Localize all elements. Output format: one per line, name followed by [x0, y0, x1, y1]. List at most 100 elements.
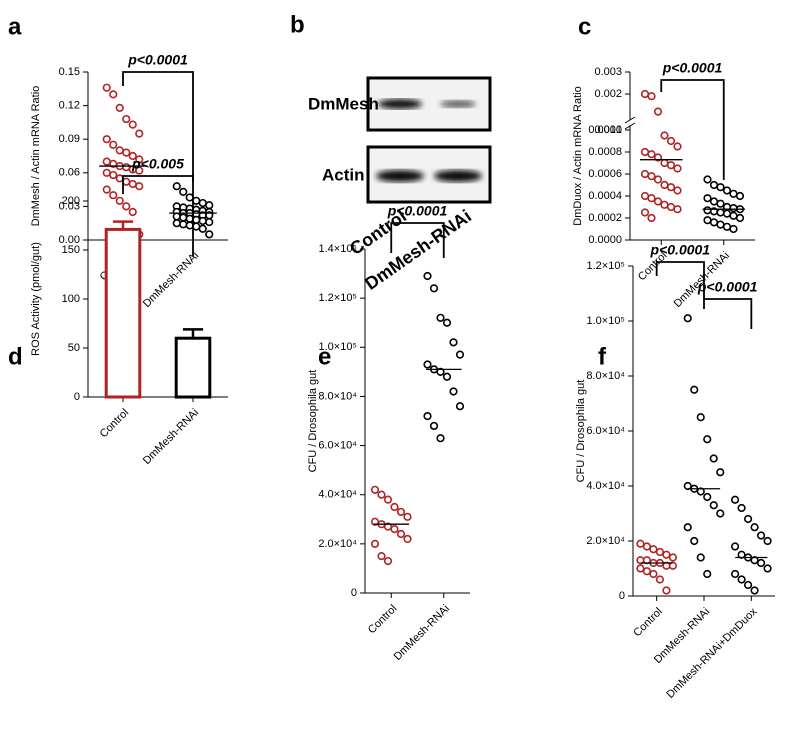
- data-point: [709, 218, 719, 227]
- p-value: p<0.0001: [387, 203, 448, 219]
- data-point: [716, 183, 725, 192]
- data-point: [729, 204, 738, 213]
- y-tick-label: 0.002: [594, 88, 622, 100]
- x-tick-label: DmMesh-RNAi+DmDuox: [664, 605, 759, 700]
- data-point: [649, 569, 658, 579]
- data-point: [703, 216, 712, 225]
- significance-bracket: [655, 261, 705, 299]
- data-point: [730, 542, 740, 551]
- data-point: [763, 564, 772, 573]
- blot-row-label: DmMesh: [308, 94, 379, 113]
- x-tick-label: Control: [366, 603, 400, 637]
- band: [440, 100, 476, 108]
- band: [376, 170, 424, 182]
- data-point: [666, 183, 676, 192]
- bar: [104, 227, 142, 399]
- band: [434, 170, 482, 182]
- data-point: [750, 586, 759, 595]
- data-point: [122, 163, 131, 172]
- y-axis-label: DmDuox / Actin mRNA Ratio: [572, 86, 584, 225]
- x-tick-label: DmMesh-RNAi: [392, 603, 452, 663]
- p-value: p<0.0001: [127, 52, 188, 68]
- data-point: [449, 338, 458, 347]
- data-point: [396, 507, 406, 517]
- blot-row-label: Actin: [322, 165, 365, 184]
- data-point: [423, 411, 432, 421]
- panel-letter: d: [8, 343, 23, 370]
- data-point: [390, 502, 399, 512]
- data-point: [109, 191, 118, 200]
- data-point: [185, 193, 194, 202]
- data-point: [703, 194, 712, 203]
- y-tick-label: 100: [62, 293, 80, 305]
- x-tick-label: DmMesh-RNAi: [141, 250, 201, 310]
- data-point: [179, 187, 188, 196]
- data-point: [192, 196, 201, 205]
- data-point: [442, 372, 452, 381]
- data-point: [722, 186, 732, 195]
- data-point: [696, 553, 705, 562]
- data-point: [750, 523, 759, 532]
- data-point: [640, 169, 650, 179]
- data-point: [185, 214, 194, 223]
- data-point: [122, 202, 131, 211]
- data-point: [655, 547, 665, 557]
- panel-letter: a: [8, 13, 22, 40]
- data-point: [729, 189, 738, 198]
- y-axis-label: CFU / Drosophila gut: [307, 370, 319, 473]
- y-tick-label: 0.15: [59, 66, 80, 78]
- y-tick-label: 1.4×10⁵: [318, 243, 357, 255]
- data-point: [653, 107, 663, 116]
- y-tick-label: 8.0×10⁴: [586, 370, 625, 382]
- data-point: [128, 151, 137, 161]
- panel-letter: e: [318, 343, 331, 370]
- data-point: [722, 222, 732, 231]
- significance-bracket: [390, 222, 445, 258]
- y-tick-label: 4.0×10⁴: [586, 480, 625, 492]
- data-point: [403, 534, 412, 544]
- data-point: [730, 569, 740, 579]
- y-axis-label: ROS Activity (pmol/gut): [30, 242, 42, 356]
- data-point: [403, 512, 412, 521]
- panel-letter: c: [578, 13, 591, 40]
- y-tick-label: 50: [68, 342, 80, 354]
- data-point: [647, 172, 656, 181]
- data-point: [128, 120, 137, 129]
- data-point: [436, 367, 445, 376]
- x-tick-label: Control: [98, 407, 132, 441]
- data-point: [737, 575, 746, 584]
- data-point: [102, 83, 111, 92]
- data-point: [690, 536, 699, 546]
- data-point: [423, 271, 432, 281]
- data-point: [647, 194, 656, 203]
- data-point: [370, 539, 380, 548]
- data-point: [205, 217, 214, 227]
- y-tick-label: 4.0×10⁴: [318, 489, 357, 501]
- data-point: [122, 114, 131, 124]
- data-point: [655, 575, 665, 584]
- data-point: [179, 220, 188, 229]
- data-point: [668, 561, 678, 570]
- data-point: [135, 155, 144, 164]
- data-point: [135, 166, 144, 175]
- data-point: [449, 387, 458, 396]
- data-point: [709, 501, 718, 510]
- data-point: [709, 197, 719, 206]
- data-point: [647, 213, 656, 223]
- data-point: [647, 92, 656, 101]
- data-point: [683, 523, 692, 532]
- p-value: p<0.0001: [662, 60, 723, 76]
- y-tick-label: 6.0×10⁴: [586, 425, 625, 437]
- y-tick-label: 8.0×10⁴: [318, 390, 357, 402]
- data-point: [642, 567, 652, 576]
- data-point: [683, 481, 692, 491]
- data-point: [429, 284, 439, 293]
- data-point: [756, 531, 766, 540]
- band: [378, 99, 422, 109]
- y-tick-label: 0.0010: [588, 124, 622, 136]
- data-point: [122, 177, 131, 186]
- data-point: [102, 185, 111, 194]
- data-point: [115, 174, 124, 183]
- data-point: [640, 147, 650, 157]
- data-point: [653, 175, 663, 184]
